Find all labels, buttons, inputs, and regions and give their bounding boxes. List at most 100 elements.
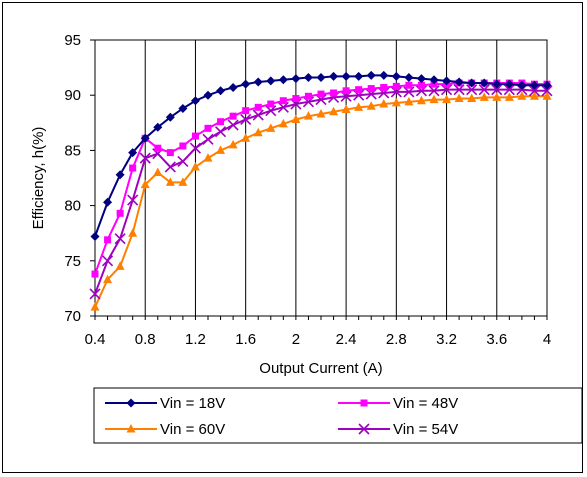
data-point xyxy=(278,75,288,85)
legend-label: Vin = 54V xyxy=(393,421,458,438)
data-point xyxy=(217,118,225,126)
data-point xyxy=(216,145,226,154)
data-point xyxy=(191,132,199,140)
x-tick-label: 3.6 xyxy=(486,331,507,348)
data-point xyxy=(416,95,426,105)
data-point xyxy=(228,82,238,92)
legend-item: Vin = 60V xyxy=(105,421,225,438)
data-point xyxy=(90,232,100,242)
data-point xyxy=(115,170,125,180)
data-point xyxy=(266,76,276,86)
x-axis-title: Output Current (A) xyxy=(259,360,382,377)
data-point xyxy=(266,123,276,132)
data-point xyxy=(178,177,188,186)
data-point xyxy=(279,97,287,105)
data-point xyxy=(254,103,262,111)
data-point xyxy=(104,236,112,244)
y-tick-label: 70 xyxy=(64,308,81,325)
data-point xyxy=(467,78,477,88)
legend-label: Vin = 48V xyxy=(393,395,458,412)
data-point xyxy=(303,111,313,120)
data-point xyxy=(229,112,237,120)
legend-item: Vin = 18V xyxy=(105,395,225,412)
data-point xyxy=(366,101,376,110)
data-point xyxy=(517,80,527,90)
y-tick-label: 75 xyxy=(64,253,81,270)
data-point xyxy=(128,228,138,237)
y-tick-label: 90 xyxy=(64,87,81,104)
data-point xyxy=(189,142,202,154)
data-point xyxy=(252,109,264,121)
data-point xyxy=(240,113,252,126)
data-point xyxy=(479,78,489,88)
data-point xyxy=(517,91,527,100)
data-point xyxy=(417,81,425,89)
data-point xyxy=(366,70,376,80)
data-point xyxy=(360,399,368,407)
data-point xyxy=(529,91,539,100)
x-tick-label: 1.2 xyxy=(185,331,206,348)
data-point xyxy=(358,423,370,435)
y-axis: 70 75 80 85 90 95 xyxy=(64,32,95,325)
data-point xyxy=(542,80,552,90)
data-point xyxy=(504,79,514,89)
x-tick-label: 2.4 xyxy=(336,331,357,348)
data-point xyxy=(91,270,99,278)
data-point xyxy=(228,139,238,149)
data-point xyxy=(304,92,312,100)
data-point xyxy=(391,97,401,107)
efficiency-chart: 0.4 0.8 1.2 1.6 2 2.4 2.8 3.2 3.6 4 707580859095 … xyxy=(30,32,583,444)
data-point xyxy=(330,89,338,97)
data-point xyxy=(164,161,176,173)
data-point xyxy=(504,92,514,101)
data-point xyxy=(529,80,539,90)
data-point xyxy=(165,112,175,122)
data-point xyxy=(128,148,138,158)
data-point xyxy=(178,103,188,113)
data-point xyxy=(179,142,187,150)
data-point xyxy=(329,106,339,116)
data-point xyxy=(479,92,489,101)
data-point xyxy=(429,94,439,104)
data-point xyxy=(166,149,174,157)
data-point xyxy=(278,118,288,128)
series-line xyxy=(94,88,547,295)
legend-box xyxy=(93,387,583,444)
data-point xyxy=(492,79,502,89)
data-point xyxy=(303,73,313,83)
data-point xyxy=(126,424,136,433)
data-point xyxy=(429,75,439,85)
data-point xyxy=(190,161,200,171)
data-point xyxy=(253,127,263,137)
data-point xyxy=(214,126,227,138)
data-point xyxy=(442,76,452,86)
x-axis: 0.4 0.8 1.2 1.6 2 2.4 2.8 3.2 3.6 4 xyxy=(85,316,551,348)
data-point xyxy=(404,96,414,106)
data-point xyxy=(140,133,150,143)
y-axis-title: Efficiency, h(%) xyxy=(30,127,47,230)
data-point xyxy=(153,122,163,132)
data-point xyxy=(129,164,137,172)
data-point xyxy=(90,302,100,311)
series-line xyxy=(94,95,547,308)
data-point xyxy=(342,87,350,95)
data-point xyxy=(404,73,414,83)
x-tick-label: 2 xyxy=(292,331,300,348)
y-tick-label: 85 xyxy=(64,142,81,159)
data-point xyxy=(354,71,364,81)
series-diamond xyxy=(90,70,552,242)
data-point xyxy=(492,92,502,101)
data-point xyxy=(241,79,251,89)
data-point xyxy=(442,94,452,104)
data-point xyxy=(154,144,162,152)
data-point xyxy=(454,93,464,103)
data-point xyxy=(292,95,300,103)
data-point xyxy=(392,82,400,90)
data-point xyxy=(153,167,163,176)
data-point xyxy=(204,124,212,132)
legend: Vin = 18V Vin = 48V Vin = 60V Vin = 54V xyxy=(93,387,583,444)
data-point xyxy=(241,133,251,142)
data-point xyxy=(101,255,114,267)
data-point xyxy=(177,155,189,168)
data-point xyxy=(203,90,213,100)
